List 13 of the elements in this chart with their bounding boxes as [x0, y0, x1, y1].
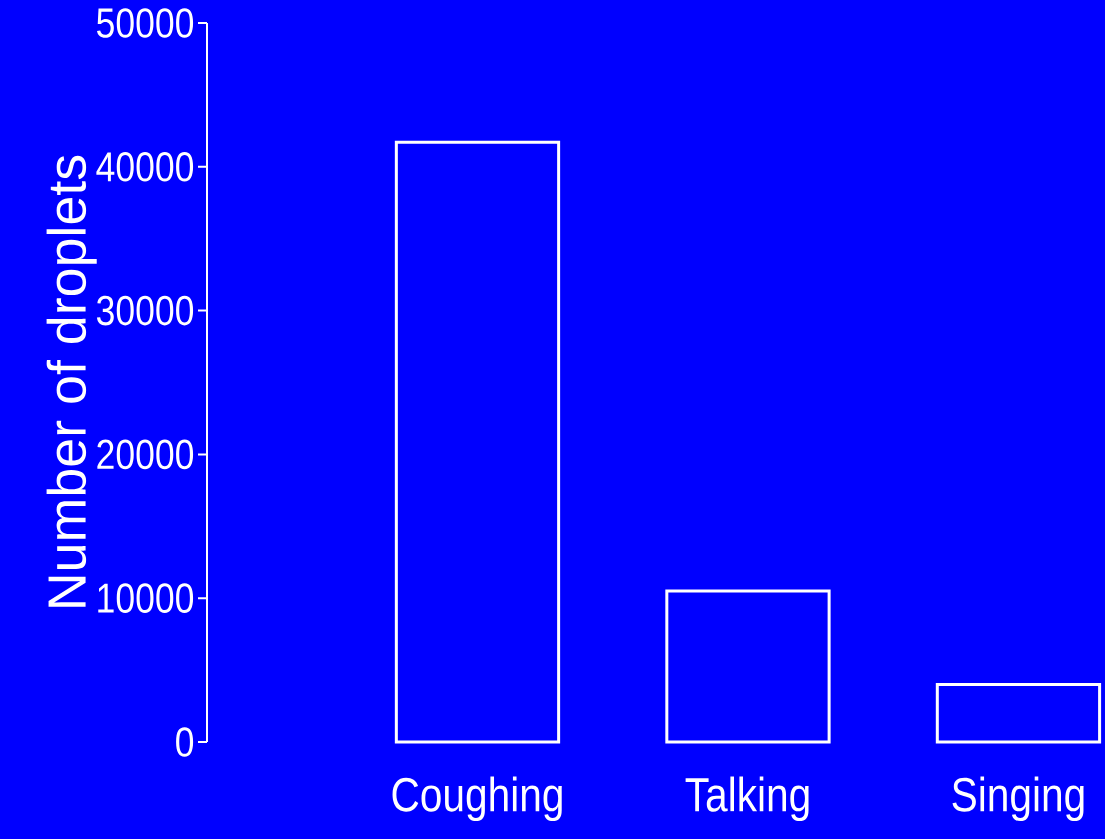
x-tick-label: Singing [952, 776, 1084, 822]
bar [665, 589, 831, 744]
y-tick-label: 30000 [96, 295, 194, 326]
bar [394, 140, 561, 744]
y-tick-label: 10000 [98, 583, 194, 613]
y-axis-title: Number of droplets [46, 155, 97, 607]
y-tick-label: 50000 [97, 8, 194, 38]
x-tick-label: Coughing [392, 776, 562, 822]
y-tick-label: 40000 [96, 151, 194, 182]
y-tick-label: 0 [176, 727, 194, 757]
y-tick-label: 20000 [97, 439, 194, 470]
bar [935, 682, 1102, 744]
x-tick-label: Talking [685, 776, 809, 822]
